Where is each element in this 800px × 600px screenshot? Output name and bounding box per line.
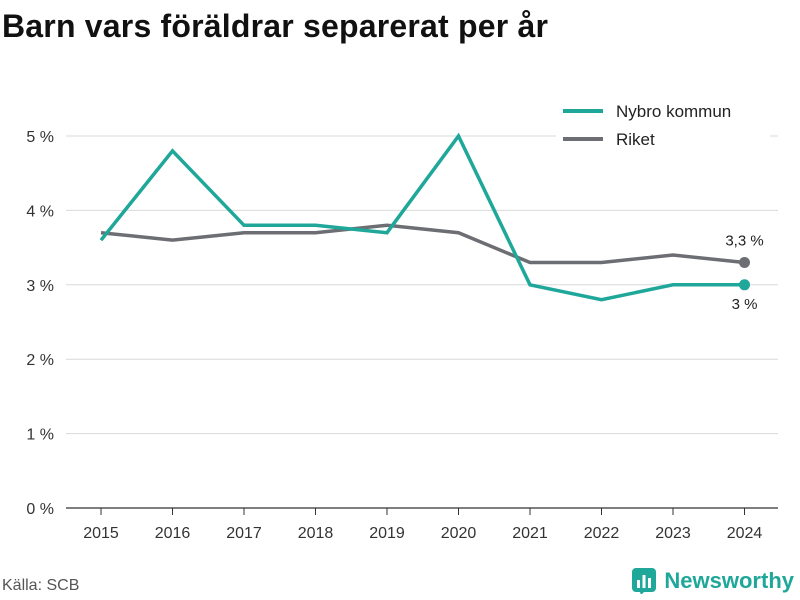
y-tick-label: 4 % — [26, 203, 54, 220]
end-value-label: 3 % — [732, 296, 758, 313]
x-tick-label: 2020 — [441, 525, 477, 542]
axes: 0 % 1 % 2 % 3 % 4 % 5 % 2015 2016 2017 2018 2019 20… — [26, 129, 778, 542]
legend: Nybro kommun Riket — [556, 92, 770, 154]
y-tick-label: 0 % — [26, 501, 54, 518]
y-tick-label: 2 % — [26, 352, 54, 369]
source-note: Källa: SCB — [2, 577, 80, 594]
end-point-riket — [739, 256, 750, 268]
y-tick-label: 3 % — [26, 278, 54, 295]
series-lines — [99, 132, 750, 302]
series-line-riket — [100, 223, 745, 265]
y-tick-label: 5 % — [26, 129, 54, 146]
x-tick-label: 2019 — [369, 525, 405, 542]
series-line-nybro — [99, 132, 745, 302]
newsworthy-logo-icon — [632, 568, 657, 594]
x-tick-label: 2016 — [155, 525, 191, 542]
grid-lines — [66, 135, 778, 435]
legend-label: Nybro kommun — [616, 102, 731, 121]
x-tick-label: 2022 — [584, 525, 620, 542]
legend-background — [556, 92, 770, 154]
brand-logo: Newsworthy — [632, 568, 794, 594]
end-value-label: 3,3 % — [725, 232, 763, 249]
x-tick-label: 2023 — [655, 525, 691, 542]
legend-label: Riket — [616, 130, 655, 149]
brand-name: Newsworthy — [664, 568, 794, 593]
x-tick-label: 2015 — [83, 525, 119, 542]
x-tick-label: 2021 — [512, 525, 548, 542]
data-labels: 3 % 3,3 % — [725, 232, 763, 312]
y-tick-label: 1 % — [26, 427, 54, 444]
end-point-nybro — [739, 279, 750, 291]
x-tick-label: 2018 — [298, 525, 334, 542]
x-tick-label: 2024 — [727, 525, 763, 542]
x-tick-label: 2017 — [226, 525, 262, 542]
chart-title: Barn vars föräldrar separerat per år — [2, 8, 549, 44]
